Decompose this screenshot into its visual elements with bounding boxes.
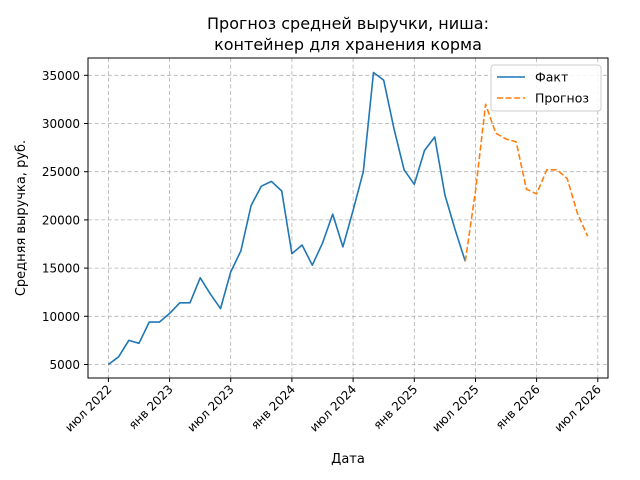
x-tick-label: июл 2026 — [552, 382, 604, 434]
chart-title-line-2: контейнер для хранения корма — [214, 35, 482, 54]
y-ticks: 5000 10000 15000 20000 25000 30000 35000 — [42, 69, 88, 372]
plot-frame — [87, 57, 609, 379]
series-line-fact — [107, 71, 467, 366]
x-tick-label: янв 2024 — [248, 382, 298, 432]
x-tick-label: июл 2023 — [185, 382, 237, 434]
y-tick-label: 15000 — [42, 262, 80, 276]
y-tick-label: 5000 — [49, 358, 80, 372]
y-tick-label: 35000 — [42, 69, 80, 83]
legend-label-forecast: Прогноз — [535, 91, 589, 106]
chart-title-line-1: Прогноз средней выручки, ниша: — [207, 14, 489, 33]
x-tick-label: янв 2026 — [493, 382, 543, 432]
x-tick-label: июл 2024 — [307, 382, 359, 434]
series-line-forecast — [464, 103, 589, 262]
y-tick-label: 30000 — [42, 117, 80, 131]
y-tick-label: 20000 — [42, 213, 80, 227]
x-axis-label: Дата — [331, 452, 365, 467]
x-ticks: июл 2022 янв 2023 июл 2023 янв 2024 июл 2024… — [62, 378, 604, 435]
y-axis-label: Средняя выручка, руб. — [14, 140, 29, 296]
legend-label-fact: Факт — [535, 70, 568, 85]
x-tick-label: янв 2023 — [126, 382, 176, 432]
y-tick-label: 10000 — [42, 310, 80, 324]
x-tick-label: июл 2025 — [429, 382, 481, 434]
series-layer — [107, 71, 589, 366]
x-tick-label: янв 2025 — [371, 382, 421, 432]
x-tick-label: июл 2022 — [62, 382, 114, 434]
legend: Факт Прогноз — [490, 64, 602, 112]
y-tick-label: 25000 — [42, 165, 80, 179]
